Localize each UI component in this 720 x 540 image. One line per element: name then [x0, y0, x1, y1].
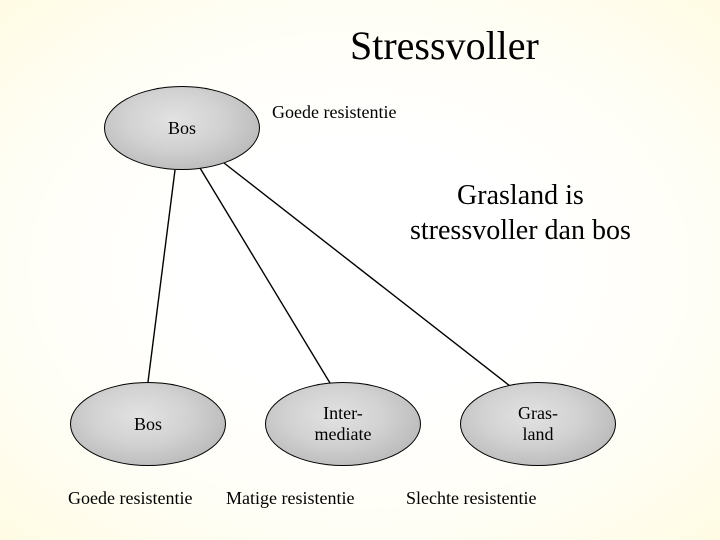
node-label: Inter- mediate	[315, 403, 372, 444]
label-goede-resistentie-top: Goede resistentie	[272, 102, 396, 123]
edge	[200, 168, 330, 383]
slide-title: Stressvoller	[350, 22, 539, 69]
node-label: Gras- land	[518, 403, 558, 444]
node-bos-top: Bos	[104, 86, 260, 170]
node-bos-bottom: Bos	[70, 382, 226, 466]
edge	[148, 170, 175, 382]
label-matige-resistentie: Matige resistentie	[226, 488, 354, 509]
statement-line2: stressvoller dan bos	[410, 215, 631, 246]
node-intermediate: Inter- mediate	[265, 382, 421, 466]
label-slechte-resistentie: Slechte resistentie	[406, 488, 536, 509]
statement-line1: Grasland is	[457, 180, 584, 211]
node-grasland: Gras- land	[460, 382, 616, 466]
slide-canvas: Stressvoller Bos Goede resistentie Grasl…	[0, 0, 720, 540]
node-label: Bos	[168, 118, 196, 139]
statement-text: Grasland is stressvoller dan bos	[410, 178, 631, 248]
node-label: Bos	[134, 414, 162, 435]
label-goede-resistentie: Goede resistentie	[68, 488, 192, 509]
